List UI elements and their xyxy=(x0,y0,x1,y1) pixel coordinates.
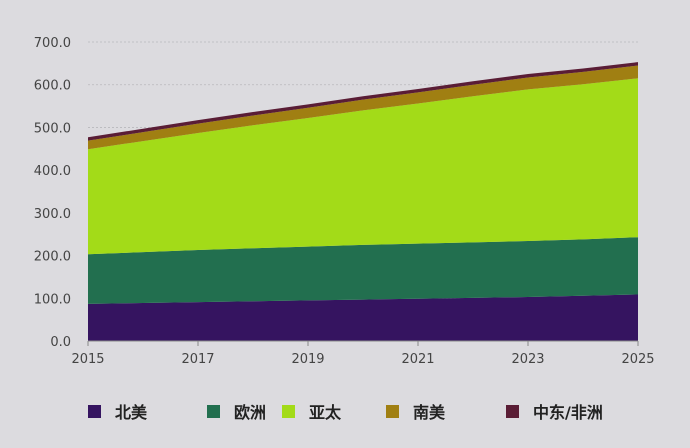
area-series-南美 xyxy=(88,65,638,150)
y-tick-label: 100.0 xyxy=(34,292,71,307)
y-tick-label: 200.0 xyxy=(34,250,71,265)
legend-item: 欧洲 xyxy=(207,399,266,423)
legend: 北美 欧洲 亚太 南美 中东/非洲 xyxy=(0,392,690,422)
legend-swatch xyxy=(282,404,295,418)
area-series-欧洲 xyxy=(88,237,638,304)
x-tick-label: 2023 xyxy=(511,352,544,367)
area-series xyxy=(88,62,638,341)
legend-label: 中东/非洲 xyxy=(533,403,603,422)
stacked-area-chart: 0.0 100.0 200.0 300.0 400.0 500.0 600.0 700.0 20… xyxy=(34,36,655,367)
legend-label: 欧洲 xyxy=(234,403,267,422)
legend-label: 亚太 xyxy=(309,403,342,422)
x-tick-label: 2021 xyxy=(401,352,434,367)
y-tick-label: 700.0 xyxy=(34,36,71,51)
y-tick-label: 400.0 xyxy=(34,164,71,179)
legend-label: 南美 xyxy=(413,403,446,422)
y-tick-label: 500.0 xyxy=(34,121,71,136)
legend-item: 北美 xyxy=(88,399,147,423)
area-series-中东/非洲 xyxy=(88,62,638,141)
legend-swatch xyxy=(88,404,101,418)
legend-item: 中东/非洲 xyxy=(506,399,603,423)
x-tick-label: 2019 xyxy=(291,352,324,367)
y-tick-label: 300.0 xyxy=(34,207,71,222)
legend-item: 南美 xyxy=(386,399,445,423)
legend-item: 亚太 xyxy=(282,399,341,423)
legend-swatch xyxy=(207,404,220,418)
legend-swatch xyxy=(506,404,519,418)
area-series-北美 xyxy=(88,294,638,341)
y-tick-label: 0.0 xyxy=(50,335,71,350)
legend-swatch xyxy=(386,404,399,418)
y-tick-label: 600.0 xyxy=(34,79,71,94)
axes: 0.0 100.0 200.0 300.0 400.0 500.0 600.0 700.0 20… xyxy=(34,36,655,367)
x-tick-label: 2017 xyxy=(181,352,214,367)
legend-label: 北美 xyxy=(115,403,148,422)
x-tick-label: 2015 xyxy=(71,352,104,367)
x-tick-label: 2025 xyxy=(621,352,654,367)
area-series-亚太 xyxy=(88,78,638,255)
